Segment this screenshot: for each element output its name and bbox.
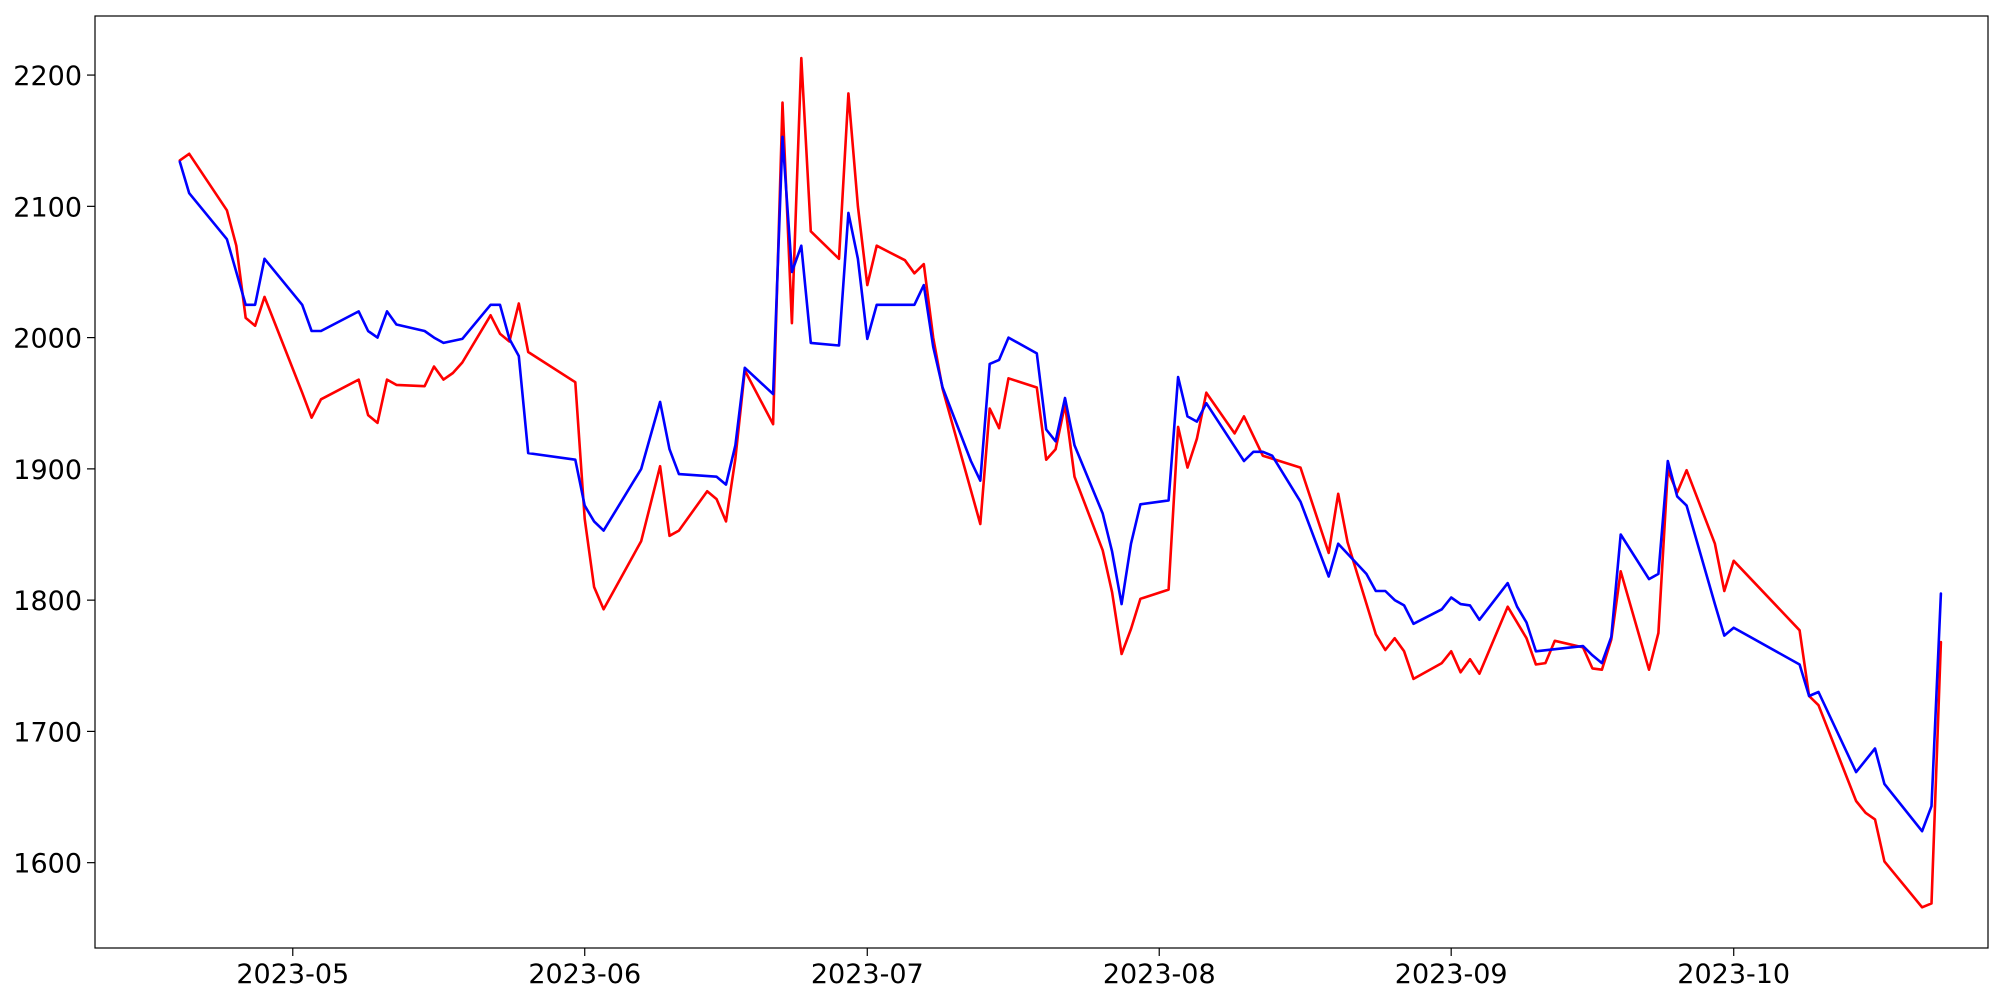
series-line-2 xyxy=(178,135,1943,833)
y-tick-label: 2100 xyxy=(13,192,82,223)
y-tick-label: 2200 xyxy=(13,61,82,92)
y-axis: 1600 1700 1800 1900 2000 2100 2200 xyxy=(13,61,95,880)
y-tick-label: 1600 xyxy=(13,849,82,880)
y-tick-label: 1800 xyxy=(13,586,82,617)
x-tick-label: 2023-10 xyxy=(1677,959,1790,990)
series-layer xyxy=(178,56,1943,909)
x-tick-label: 2023-07 xyxy=(811,959,924,990)
x-tick-label: 2023-06 xyxy=(528,959,641,990)
y-tick-label: 1700 xyxy=(13,717,82,748)
y-tick-label: 2000 xyxy=(13,324,82,355)
x-tick-label: 2023-09 xyxy=(1395,959,1508,990)
x-tick-label: 2023-05 xyxy=(236,959,349,990)
x-axis: 2023-05 2023-06 2023-07 2023-08 2023-09 2023-… xyxy=(236,948,1790,990)
y-tick-label: 1900 xyxy=(13,455,82,486)
series-line-1 xyxy=(178,56,1943,909)
x-tick-label: 2023-08 xyxy=(1103,959,1216,990)
plot-frame xyxy=(94,15,1989,949)
